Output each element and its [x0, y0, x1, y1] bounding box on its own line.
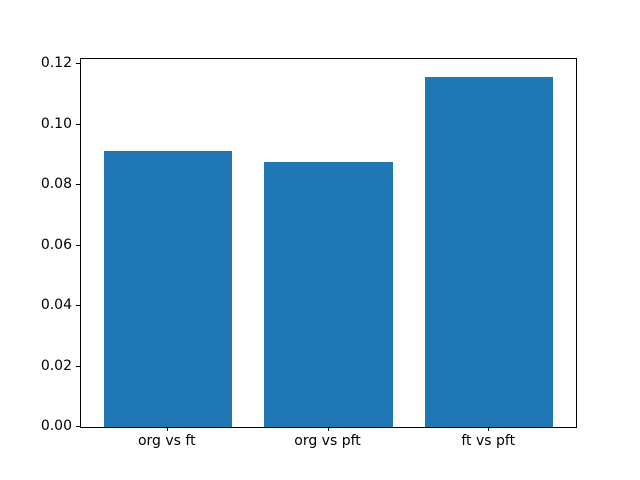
x-tick-mark	[327, 427, 329, 431]
y-tick-mark	[76, 184, 80, 186]
x-tick-label-ft-vs-pft: ft vs pft	[461, 433, 516, 449]
y-tick-mark	[76, 63, 80, 65]
bar-ft-vs-pft	[424, 77, 554, 427]
y-tick-label: 0.02	[40, 357, 72, 374]
y-tick-mark	[76, 123, 80, 125]
x-tick-label-org-vs-ft: org vs ft	[137, 433, 196, 449]
y-tick-label: 0.06	[40, 236, 72, 253]
y-tick-label: 0.00	[40, 418, 72, 434]
y-tick-mark	[76, 305, 80, 307]
x-tick-mark	[166, 427, 168, 431]
y-tick-mark	[76, 244, 80, 246]
x-tick-label-org-vs-pft: org vs pft	[294, 433, 361, 449]
x-tick-mark	[488, 427, 490, 431]
y-tick-label: 0.04	[40, 297, 72, 314]
y-tick-label: 0.08	[40, 176, 72, 193]
plot-area	[80, 58, 577, 428]
bar-org-vs-pft	[264, 162, 393, 427]
bar-org-vs-ft	[103, 151, 233, 427]
y-tick-label: 0.10	[40, 115, 72, 132]
y-tick-mark	[76, 365, 80, 367]
y-tick-label: 0.12	[40, 55, 72, 72]
y-tick-mark	[76, 426, 80, 427]
